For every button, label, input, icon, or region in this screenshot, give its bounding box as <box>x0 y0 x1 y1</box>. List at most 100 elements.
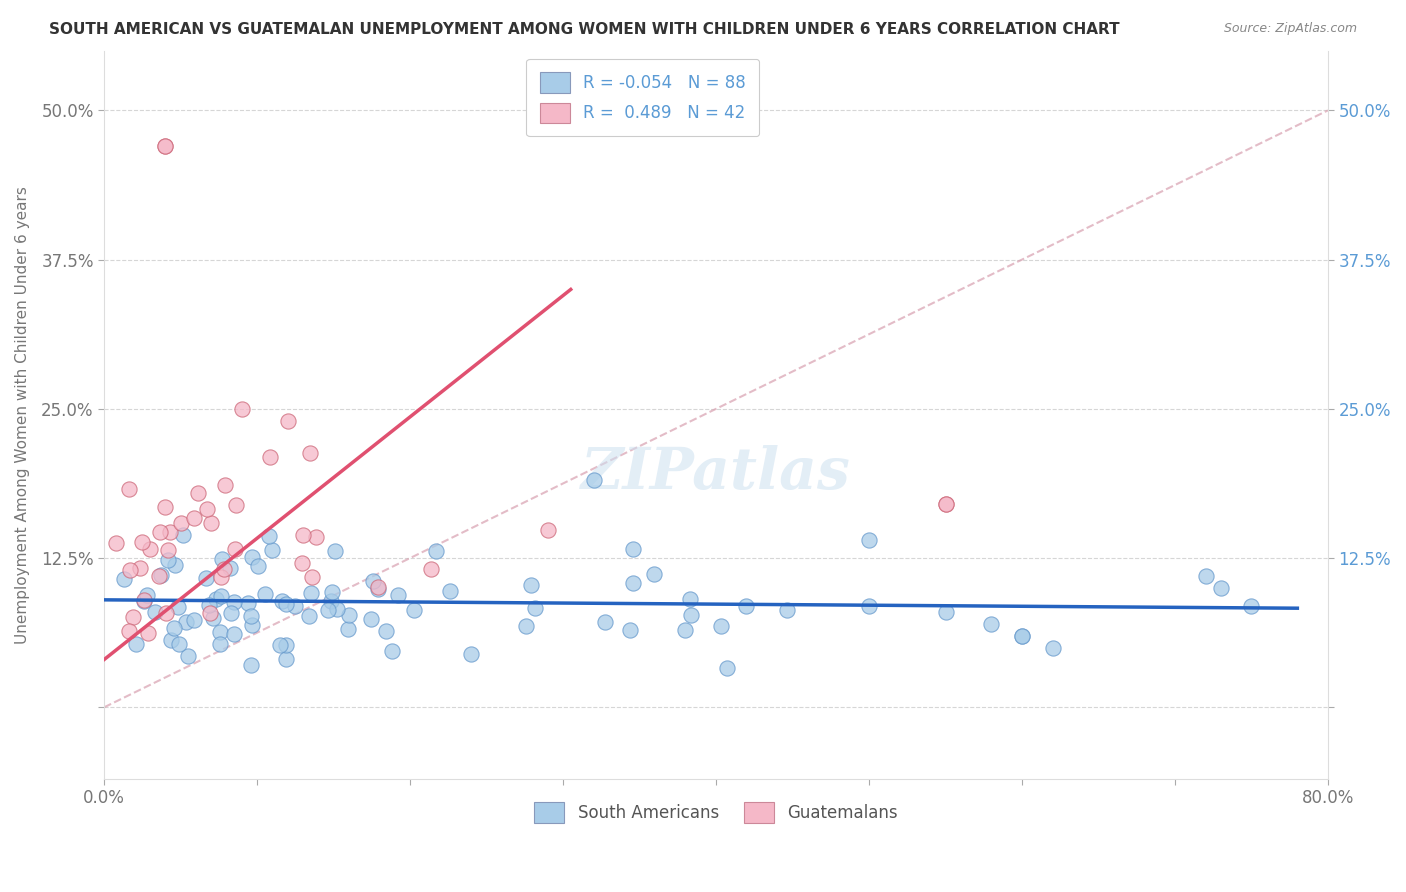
Point <box>125 637 148 651</box>
Point <box>1209 581 1232 595</box>
Point <box>515 618 537 632</box>
Point <box>157 553 180 567</box>
Point <box>238 596 260 610</box>
Point <box>135 588 157 602</box>
Point <box>980 616 1002 631</box>
Point <box>323 543 346 558</box>
Point <box>155 139 177 153</box>
Legend: South Americans, Guatemalans: South Americans, Guatemalans <box>522 789 911 836</box>
Point <box>257 529 280 543</box>
Point <box>1042 640 1064 655</box>
Point <box>195 571 218 585</box>
Point <box>679 607 702 622</box>
Point <box>128 561 150 575</box>
Point <box>387 588 409 602</box>
Point <box>204 591 226 606</box>
Point <box>195 502 218 516</box>
Point <box>136 626 159 640</box>
Point <box>240 617 263 632</box>
Point <box>319 593 342 607</box>
Point <box>143 605 166 619</box>
Point <box>326 602 349 616</box>
Point <box>149 524 172 539</box>
Point <box>149 567 172 582</box>
Point <box>214 562 236 576</box>
Point <box>298 608 321 623</box>
Point <box>291 556 314 570</box>
Point <box>619 623 641 637</box>
Point <box>582 474 605 488</box>
Point <box>253 587 276 601</box>
Point <box>208 637 231 651</box>
Text: SOUTH AMERICAN VS GUATEMALAN UNEMPLOYMENT AMONG WOMEN WITH CHILDREN UNDER 6 YEAR: SOUTH AMERICAN VS GUATEMALAN UNEMPLOYMEN… <box>49 22 1119 37</box>
Point <box>858 599 880 613</box>
Point <box>169 516 191 531</box>
Point <box>439 584 461 599</box>
Point <box>157 542 180 557</box>
Point <box>183 511 205 525</box>
Point <box>367 580 389 594</box>
Point <box>274 652 297 666</box>
Point <box>460 647 482 661</box>
Point <box>246 559 269 574</box>
Point <box>277 414 299 428</box>
Point <box>934 497 956 511</box>
Point <box>301 570 323 584</box>
Point <box>122 609 145 624</box>
Point <box>177 648 200 663</box>
Point <box>316 602 339 616</box>
Point <box>160 633 183 648</box>
Point <box>134 594 156 608</box>
Point <box>224 541 246 556</box>
Point <box>159 525 181 540</box>
Point <box>621 576 644 591</box>
Point <box>593 615 616 630</box>
Point <box>679 591 702 606</box>
Point <box>716 661 738 675</box>
Point <box>337 608 360 623</box>
Point <box>198 599 221 613</box>
Point <box>118 482 141 496</box>
Point <box>162 621 184 635</box>
Point <box>132 593 155 607</box>
Point <box>381 643 404 657</box>
Point <box>735 599 758 613</box>
Point <box>259 450 281 464</box>
Point <box>105 536 128 550</box>
Point <box>131 535 153 549</box>
Point <box>360 612 382 626</box>
Text: Source: ZipAtlas.com: Source: ZipAtlas.com <box>1223 22 1357 36</box>
Point <box>200 516 222 531</box>
Point <box>183 613 205 627</box>
Point <box>209 570 232 584</box>
Point <box>284 599 307 614</box>
Point <box>643 566 665 581</box>
Point <box>858 533 880 548</box>
Point <box>404 602 426 616</box>
Point <box>292 528 315 542</box>
Point <box>139 541 162 556</box>
Point <box>198 607 221 621</box>
Point <box>214 477 236 491</box>
Y-axis label: Unemployment Among Women with Children Under 6 years: Unemployment Among Women with Children U… <box>15 186 30 644</box>
Point <box>155 139 177 153</box>
Point <box>1240 599 1263 613</box>
Point <box>240 658 263 673</box>
Point <box>336 622 359 636</box>
Text: ZIPatlas: ZIPatlas <box>581 445 851 501</box>
Point <box>148 569 170 583</box>
Point <box>240 608 263 623</box>
Point <box>374 624 396 639</box>
Point <box>934 605 956 619</box>
Point <box>166 599 188 614</box>
Point <box>201 611 224 625</box>
Point <box>240 549 263 564</box>
Point <box>118 624 141 638</box>
Point <box>262 543 284 558</box>
Point <box>710 619 733 633</box>
Point <box>225 498 247 512</box>
Point <box>187 486 209 500</box>
Point <box>231 401 253 416</box>
Point <box>621 541 644 556</box>
Point <box>274 597 297 611</box>
